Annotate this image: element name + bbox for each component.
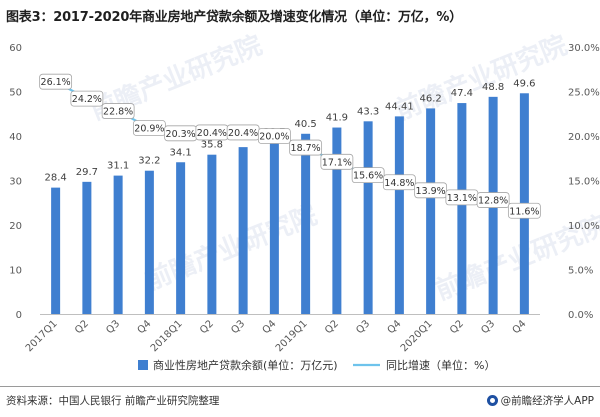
line-value-label: 26.1% — [41, 77, 71, 88]
left-tick-label: 50 — [9, 88, 22, 99]
left-tick-label: 10 — [9, 266, 22, 277]
bar — [145, 171, 154, 314]
bar-value-label: 34.1 — [169, 147, 191, 158]
bar — [426, 108, 435, 314]
x-tick-label: Q2 — [323, 318, 341, 336]
x-tick-label: Q3 — [354, 318, 372, 336]
x-tick-label: Q3 — [104, 318, 122, 336]
x-tick-label: Q2 — [448, 318, 466, 336]
line-value-label: 24.2% — [72, 94, 102, 105]
x-tick-label: Q4 — [386, 318, 404, 336]
line-value-label: 17.1% — [322, 157, 352, 168]
app-logo-icon — [487, 395, 498, 406]
source-note: 资料来源：中国人民银行 前瞻产业研究院整理 — [6, 393, 219, 408]
credit-note: @前瞻经济学人APP — [487, 393, 594, 408]
x-tick-label: 2020Q1 — [399, 318, 435, 354]
bar — [270, 142, 279, 314]
x-tick-label: Q4 — [511, 318, 529, 336]
x-tick-label: Q3 — [479, 318, 497, 336]
right-axis: 0.0% 5.0% 10.0% 15.0% 20.0% 25.0% 30.0% — [568, 43, 600, 321]
legend-line-label: 同比增速（单位：%） — [386, 358, 495, 372]
right-tick-label: 15.0% — [568, 177, 600, 188]
watermark-text: 前瞻产业研究院 — [391, 30, 571, 127]
line-value-label: 13.9% — [416, 186, 446, 197]
right-tick-label: 5.0% — [568, 266, 593, 277]
bar-value-label: 35.8 — [201, 140, 223, 151]
left-tick-label: 20 — [9, 221, 22, 232]
line-value-label: 20.3% — [166, 129, 196, 140]
bar-value-label: 41.9 — [326, 113, 348, 124]
right-tick-label: 20.0% — [568, 132, 600, 143]
right-tick-label: 30.0% — [568, 43, 600, 54]
bar — [364, 121, 373, 314]
footer-divider — [0, 386, 600, 387]
right-tick-label: 25.0% — [568, 88, 600, 99]
x-tick-label: Q4 — [261, 318, 279, 336]
bar — [114, 176, 123, 314]
bar-value-label: 28.4 — [44, 173, 66, 184]
line-value-label: 20.4% — [197, 128, 227, 139]
x-tick-label: Q3 — [229, 318, 247, 336]
bar — [457, 103, 466, 314]
line-value-label: 18.7% — [291, 143, 321, 154]
x-tick-label: Q2 — [73, 318, 91, 336]
bar — [51, 188, 60, 314]
left-tick-label: 40 — [9, 132, 22, 143]
line-value-label: 14.8% — [384, 178, 414, 189]
bar — [207, 155, 216, 314]
bar-value-label: 31.1 — [107, 161, 129, 172]
line-value-label: 20.0% — [259, 132, 289, 143]
line-value-label: 13.1% — [447, 193, 477, 204]
line-value-label: 15.6% — [353, 171, 383, 182]
watermark-text: 前瞻产业研究院 — [141, 200, 321, 297]
bar — [395, 116, 404, 314]
left-axis: 0 10 20 30 40 50 60 — [9, 43, 22, 321]
bar-value-label: 47.4 — [451, 88, 473, 99]
bar — [239, 147, 248, 314]
line-value-label: 12.8% — [478, 196, 508, 207]
line-value-label: 20.9% — [134, 123, 164, 134]
bar — [301, 134, 310, 314]
bar — [176, 162, 185, 314]
line-value-label: 20.4% — [228, 128, 258, 139]
bar-value-label: 49.6 — [513, 78, 535, 89]
bar-value-label: 48.8 — [482, 82, 504, 93]
bar — [82, 182, 91, 314]
line-value-label: 11.6% — [509, 206, 539, 217]
left-tick-label: 60 — [9, 43, 22, 54]
line-value-label: 22.8% — [103, 107, 133, 118]
left-tick-label: 0 — [16, 310, 22, 321]
bar-value-label: 29.7 — [76, 167, 98, 178]
right-tick-label: 10.0% — [568, 221, 600, 232]
legend-bar-label: 商业性房地产贷款余额(单位：万亿元) — [153, 358, 338, 372]
x-tick-label: 2017Q1 — [24, 318, 60, 354]
right-tick-label: 0.0% — [568, 310, 593, 321]
bar-value-label: 44.41 — [385, 101, 414, 112]
x-tick-label: 2018Q1 — [149, 318, 185, 354]
bar-value-label: 32.2 — [138, 156, 160, 167]
x-tick-label: Q4 — [136, 318, 154, 336]
legend: 商业性房地产贷款余额(单位：万亿元) 同比增速（单位：%） — [138, 358, 495, 372]
bar-value-label: 43.3 — [357, 106, 379, 117]
bar-value-label: 40.5 — [294, 119, 316, 130]
x-tick-label: Q2 — [198, 318, 216, 336]
legend-bar-swatch — [138, 360, 148, 370]
x-tick-label: 2019Q1 — [274, 318, 310, 354]
credit-text: @前瞻经济学人APP — [501, 393, 594, 408]
bar-value-label: 46.2 — [419, 93, 441, 104]
left-tick-label: 30 — [9, 177, 22, 188]
